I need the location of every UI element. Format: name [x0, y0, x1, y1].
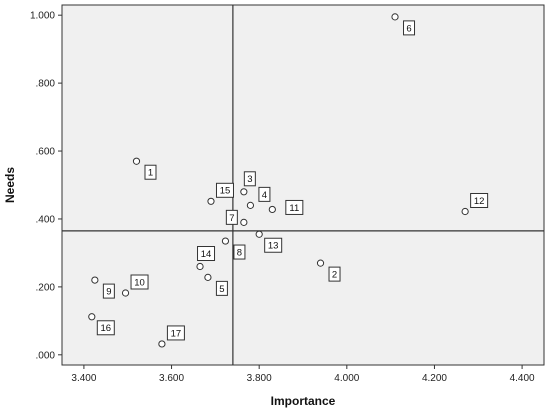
- data-point-12: [461, 207, 469, 216]
- point-label: 1: [148, 168, 153, 179]
- point-label: 12: [474, 196, 485, 207]
- data-point-16: [88, 313, 96, 321]
- y-tick-label: 1.000: [30, 11, 55, 22]
- point-label: 2: [332, 270, 337, 281]
- x-tick-label: 3.400: [71, 373, 96, 384]
- point-label-box: [470, 192, 489, 208]
- point-label-box: [144, 164, 157, 180]
- point-label-box: [130, 274, 149, 290]
- x-tick-label: 4.400: [510, 373, 535, 384]
- point-label: 4: [262, 190, 267, 201]
- point-label: 10: [134, 277, 145, 288]
- data-point-14: [196, 262, 204, 271]
- x-axis: 3.400 3.600 3.800 4.000 4.200 4.400: [71, 365, 535, 384]
- point-label-box: [215, 182, 234, 198]
- point-label: 5: [219, 284, 224, 295]
- point-label-box: [102, 283, 115, 299]
- data-point-10: [121, 289, 130, 297]
- y-tick-label: .600: [36, 147, 56, 158]
- data-point-2: [316, 259, 325, 267]
- data-point-7: [240, 218, 248, 226]
- point-label: 14: [201, 249, 212, 260]
- point-label: 7: [229, 213, 234, 224]
- data-point-1: [132, 157, 141, 165]
- y-tick-label: .200: [36, 282, 56, 293]
- y-tick-label: .000: [36, 350, 56, 361]
- point-label-box: [285, 199, 304, 215]
- point-label-box: [328, 266, 341, 282]
- y-tick-label: .400: [36, 214, 56, 225]
- x-tick-label: 4.200: [422, 373, 447, 384]
- point-label: 9: [106, 286, 111, 297]
- y-axis: .000 .200 .400 .600 .800 1.000: [30, 11, 62, 361]
- point-label-box: [243, 171, 256, 187]
- x-tick-label: 3.800: [247, 373, 272, 384]
- point-label-box: [233, 244, 246, 260]
- point-label-box: [197, 246, 216, 262]
- data-point-13: [255, 230, 263, 238]
- data-point-15: [207, 197, 215, 205]
- x-axis-title: Importance: [271, 394, 336, 408]
- data-point-3: [240, 188, 248, 196]
- point-label: 15: [220, 186, 231, 197]
- point-label-box: [166, 325, 185, 341]
- data-point-5: [204, 273, 212, 281]
- data-point-11: [268, 205, 276, 214]
- x-tick-label: 4.000: [334, 373, 359, 384]
- y-axis-title: Needs: [3, 167, 17, 203]
- point-label: 3: [247, 174, 252, 185]
- point-label: 11: [289, 203, 299, 214]
- point-label-box: [403, 20, 416, 36]
- data-point-9: [91, 276, 99, 284]
- point-label: 16: [101, 323, 112, 334]
- point-label: 8: [237, 247, 242, 258]
- point-label-box: [225, 209, 238, 225]
- x-tick-label: 3.600: [159, 373, 184, 384]
- data-point-4: [246, 201, 255, 209]
- point-label-box: [264, 237, 283, 253]
- point-label: 13: [268, 241, 279, 252]
- point-label-box: [96, 320, 115, 336]
- y-tick-label: .800: [36, 79, 56, 90]
- point-label: 17: [171, 328, 182, 339]
- data-point-8: [221, 237, 230, 245]
- plot-area: [61, 4, 545, 366]
- data-point-17: [158, 340, 166, 348]
- point-label: 6: [406, 23, 411, 34]
- data-point-6: [391, 13, 399, 21]
- point-label-box: [215, 280, 228, 296]
- point-label-box: [258, 186, 271, 202]
